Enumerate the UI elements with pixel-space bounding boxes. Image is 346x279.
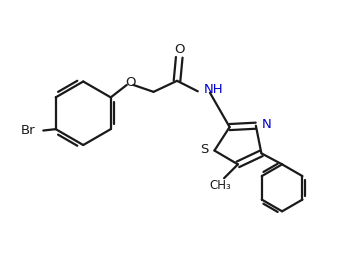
Text: NH: NH xyxy=(204,83,224,96)
Text: S: S xyxy=(200,143,208,157)
Text: Br: Br xyxy=(21,124,36,137)
Text: N: N xyxy=(262,117,272,131)
Text: O: O xyxy=(174,43,185,56)
Text: O: O xyxy=(125,76,135,89)
Text: CH₃: CH₃ xyxy=(210,179,231,192)
